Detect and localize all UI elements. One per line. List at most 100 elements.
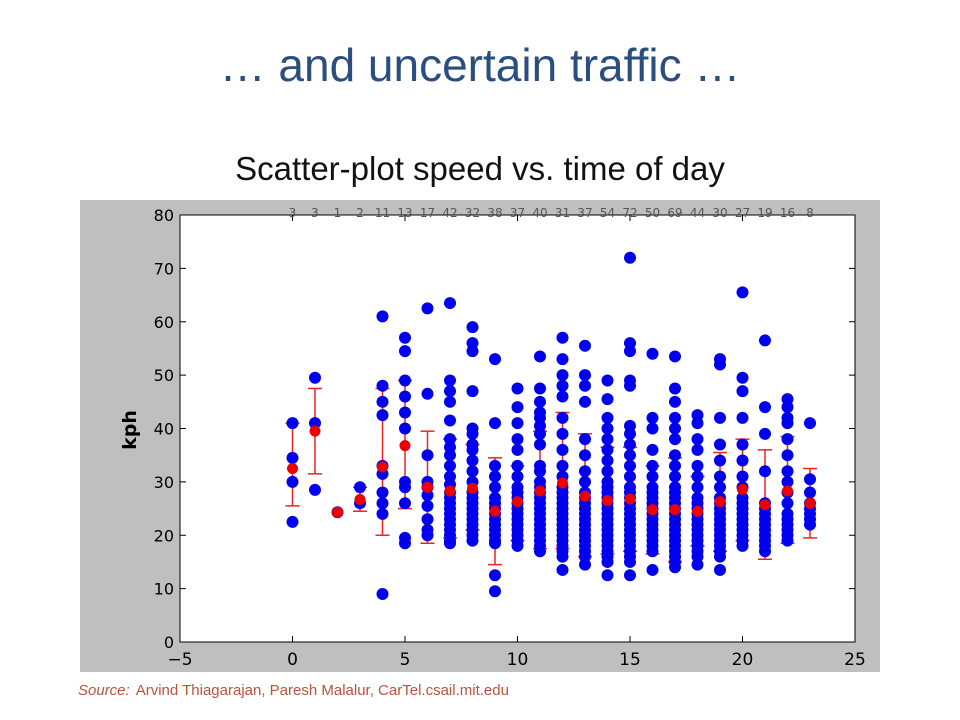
data-point [466,443,479,456]
data-point [534,427,546,440]
data-point [579,475,591,488]
mean-point [737,483,748,495]
data-point [556,550,569,563]
mean-point [354,493,366,505]
data-point [489,569,501,582]
data-point [781,449,794,462]
y-tick-label: 0 [164,633,174,652]
data-point [489,417,501,430]
data-point [646,422,659,435]
data-point [309,417,321,430]
data-point [579,433,591,446]
data-point [601,422,614,435]
mean-point [602,495,613,507]
sample-count-label: 44 [690,206,705,220]
data-point [759,465,771,478]
x-tick-label: 5 [400,650,411,670]
mean-point [512,496,523,508]
data-point [624,459,636,472]
data-point [511,443,524,456]
data-point [376,409,389,422]
data-point [534,438,546,451]
data-point [646,545,659,558]
data-point [511,470,524,483]
sample-count-label: 27 [735,206,750,220]
data-point [399,406,411,419]
data-point [534,350,546,363]
y-tick-label: 10 [154,580,174,599]
data-point [489,585,501,598]
data-point [714,438,726,451]
data-point [466,385,479,398]
x-tick-label: 25 [844,650,866,670]
data-point [646,347,659,360]
data-point [421,529,434,542]
data-point [376,587,389,600]
data-point [399,374,411,387]
data-point [601,454,614,467]
data-point [466,321,479,334]
data-point [556,369,569,382]
data-point [669,422,681,435]
data-point [489,353,501,366]
y-tick-label: 20 [154,526,174,545]
data-point [781,417,794,430]
data-point [714,411,726,424]
data-point [669,459,681,472]
data-point [399,422,411,435]
data-point [444,449,456,462]
data-point [556,379,569,392]
data-point [511,417,524,430]
data-point [556,459,569,472]
data-point [534,395,546,408]
data-point [579,395,591,408]
source-label: Source: [78,682,130,699]
mean-point [624,493,636,505]
mean-point [422,481,433,493]
data-point [714,550,726,563]
data-point [691,433,704,446]
data-point [511,433,524,446]
data-point [646,563,659,576]
data-point [691,558,704,571]
data-point [556,353,569,366]
data-point [466,454,479,467]
data-point [646,411,659,424]
data-point [444,395,456,408]
mean-point [647,504,658,516]
x-tick-label: 20 [732,650,754,670]
sample-counts: 3 3 1 2 11 13 17 42 32 38 37 40 31 37 54 72 50 69 44 30 27 19… [289,206,814,220]
data-point [466,345,479,358]
sample-count-label: 16 [780,206,795,220]
data-point [601,393,614,406]
data-point [601,411,614,424]
data-point [376,497,389,510]
data-point [511,382,524,395]
data-point [736,454,749,467]
data-point [691,459,704,472]
data-point [286,417,299,430]
data-point [309,371,321,384]
data-point [489,459,501,472]
mean-point [467,482,478,494]
data-point [601,569,614,582]
data-point [781,465,794,478]
data-point [781,433,794,446]
data-point [556,331,569,344]
data-point [669,395,681,408]
data-point [399,345,411,358]
data-point [601,374,614,387]
data-point [624,251,636,264]
mean-point [782,485,793,497]
data-point [444,374,456,387]
data-point [669,561,681,574]
x-tick-label: 10 [507,650,529,670]
sample-count-label: 17 [420,206,435,220]
data-point [534,545,546,558]
data-point [759,427,771,440]
data-point [286,475,299,488]
data-point [691,481,704,494]
data-point [376,507,389,520]
data-point [669,350,681,363]
data-point [421,449,434,462]
